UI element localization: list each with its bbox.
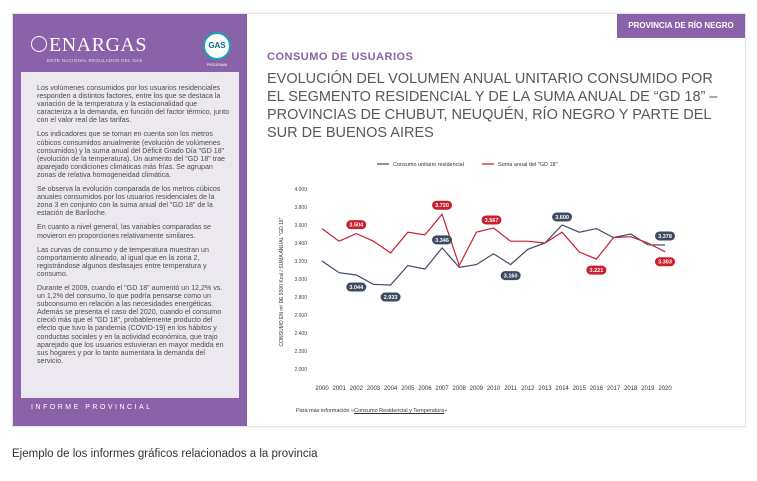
x-tick-label: 2015 xyxy=(573,386,587,392)
data-label-bg xyxy=(380,292,401,302)
legend-label-consumo: Consumo unitario residencial xyxy=(393,162,464,168)
y-tick-label: 3.400 xyxy=(294,241,307,247)
x-tick-label: 2017 xyxy=(607,386,621,392)
more-info: Para más información «Consumo Residencia… xyxy=(296,408,447,414)
x-tick-label: 2003 xyxy=(367,386,381,392)
x-tick-label: 2005 xyxy=(401,386,415,392)
data-label-bg xyxy=(552,212,573,222)
y-tick-label: 3.000 xyxy=(294,277,307,283)
sidebar-paragraph: En cuanto a nivel general, las variables… xyxy=(37,223,211,240)
y-tick-label: 2.400 xyxy=(294,331,307,337)
x-tick-label: 2010 xyxy=(487,386,501,392)
x-tick-label: 2007 xyxy=(435,386,449,392)
data-label-bg xyxy=(655,257,675,267)
data-label: 3.346 xyxy=(435,238,449,244)
sidebar-paragraph: Se observa la evolución comparada de los… xyxy=(37,185,221,218)
x-tick-label: 2013 xyxy=(538,386,552,392)
legend-label-gd18: Suma anual del "GD 18" xyxy=(498,162,558,168)
more-info-link[interactable]: Consumo Residencial y Temperatura xyxy=(354,408,445,414)
more-info-suffix: » xyxy=(444,408,448,414)
badge-subtext: PROGRAMA xyxy=(206,63,228,67)
logo-text: ENARGAS xyxy=(49,34,147,56)
province-tag: PROVINCIA DE RÍO NEGRO xyxy=(617,14,745,38)
sidebar-footer: INFORME PROVINCIAL xyxy=(21,398,239,418)
x-tick-label: 2011 xyxy=(504,386,518,392)
y-tick-label: 3.600 xyxy=(294,223,307,229)
data-label-bg xyxy=(586,265,607,275)
data-label-bg xyxy=(432,235,453,245)
y-tick-label: 2.200 xyxy=(294,349,307,355)
data-label: 3.303 xyxy=(658,260,672,266)
sidebar-paragraph: Durante el 2009, cuando el "GD 18" aumen… xyxy=(37,283,224,365)
y-tick-label: 2.000 xyxy=(294,367,307,373)
x-tick-label: 2018 xyxy=(624,386,638,392)
report-card: ENARGAS ENTE NACIONAL REGULADOR DEL GAS … xyxy=(12,13,746,427)
enargas-logo: ENARGAS xyxy=(31,34,147,57)
gas-program-badge: GAS xyxy=(203,32,231,60)
data-label: 3.044 xyxy=(349,285,364,291)
x-tick-label: 2014 xyxy=(555,386,569,392)
y-tick-label: 3.200 xyxy=(294,259,307,265)
y-tick-label: 2.800 xyxy=(294,295,307,301)
sidebar-text: Los volúmenes consumidos por los usuario… xyxy=(37,84,231,371)
x-tick-label: 2002 xyxy=(350,386,364,392)
data-label: 3.600 xyxy=(555,215,569,221)
data-label-bg xyxy=(481,215,502,225)
data-label-bg xyxy=(346,282,367,292)
x-tick-label: 2019 xyxy=(641,386,655,392)
data-label: 3.378 xyxy=(658,234,672,240)
x-tick-label: 2016 xyxy=(590,386,604,392)
y-tick-label: 4.000 xyxy=(294,187,307,193)
sidebar-paragraph: Los volúmenes consumidos por los usuario… xyxy=(37,84,230,125)
sidebar-paragraph: Las curvas de consumo y de temperatura m… xyxy=(37,245,209,278)
x-tick-label: 2012 xyxy=(521,386,535,392)
more-info-prefix: Para más información « xyxy=(296,408,355,414)
data-label-bg xyxy=(500,271,521,281)
logo-subtext: ENTE NACIONAL REGULADOR DEL GAS xyxy=(47,58,143,63)
data-label-bg xyxy=(346,220,367,230)
x-tick-label: 2008 xyxy=(453,386,467,392)
y-axis-label: CONSUMO EN m³ DE 9300 Kcal / SUMA ANUAL … xyxy=(279,217,285,346)
x-tick-label: 2001 xyxy=(332,386,346,392)
sidebar-paragraph: Los indicadores que se toman en cuenta s… xyxy=(37,130,225,179)
section-label: CONSUMO DE USUARIOS xyxy=(267,51,414,63)
data-label: 3.160 xyxy=(504,274,518,280)
data-label: 3.504 xyxy=(349,223,364,229)
data-label-bg xyxy=(655,231,675,241)
image-caption: Ejemplo de los informes gráficos relacio… xyxy=(12,448,318,460)
x-tick-label: 2006 xyxy=(418,386,432,392)
series-line-consumo xyxy=(321,224,666,286)
flame-icon xyxy=(31,36,47,52)
footer-label: INFORME PROVINCIAL xyxy=(31,404,153,411)
y-tick-label: 2.600 xyxy=(294,313,307,319)
y-tick-label: 3.800 xyxy=(294,205,307,211)
page-title: EVOLUCIÓN DEL VOLUMEN ANUAL UNITARIO CON… xyxy=(267,71,718,141)
sidebar: ENARGAS ENTE NACIONAL REGULADOR DEL GAS … xyxy=(13,14,247,426)
data-label-bg xyxy=(432,200,453,210)
x-tick-label: 2009 xyxy=(470,386,484,392)
sidebar-header: ENARGAS ENTE NACIONAL REGULADOR DEL GAS … xyxy=(21,22,239,72)
x-tick-label: 2004 xyxy=(384,386,398,392)
line-chart: 4.000 3.800 3.600 3.400 3.200 3.000 2.800 2.600… xyxy=(279,162,675,392)
series-line-gd18 xyxy=(321,212,666,268)
data-label: 2.933 xyxy=(384,295,398,301)
data-label: 3.567 xyxy=(485,218,499,224)
x-tick-label: 2020 xyxy=(658,386,672,392)
data-label: 3.720 xyxy=(435,203,449,209)
sidebar-panel: ENARGAS ENTE NACIONAL REGULADOR DEL GAS … xyxy=(21,22,239,418)
data-label: 3.221 xyxy=(590,268,604,274)
x-tick-label: 2000 xyxy=(315,386,329,392)
